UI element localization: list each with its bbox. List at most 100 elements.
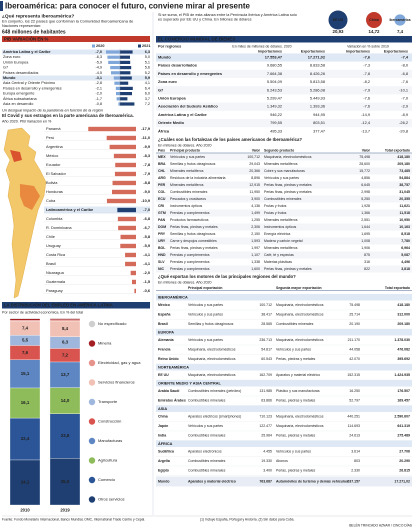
value-label: 7,4 — [397, 29, 404, 34]
table-cell: 5.286,08 — [310, 87, 325, 92]
row-stripe — [156, 153, 412, 161]
bar — [120, 234, 136, 240]
table-cell: 31,045 — [399, 190, 410, 194]
table-cell: 1.349,32 — [267, 104, 282, 109]
row-stripe — [156, 223, 412, 231]
value-label: -5,9 — [95, 60, 102, 64]
bar-segment — [49, 319, 81, 322]
value-label: 4,1 — [145, 81, 150, 85]
row-label: Brasil — [158, 322, 168, 326]
text-line: El Covid y sus estragos en la parte amer… — [2, 113, 134, 118]
table-cell: 2.590.607 — [394, 415, 410, 419]
value-label: -6,8 — [143, 216, 151, 221]
table-cell: Maquinaria, electrodomésticos — [276, 415, 324, 419]
table-cell: Maquinaria, electrodomésticos — [264, 155, 312, 159]
bar — [88, 126, 136, 132]
table-cell: 11,950 — [250, 190, 260, 194]
bar — [114, 171, 136, 177]
category-label: Paraguay — [46, 288, 63, 293]
table-cell: 9.680,55 — [267, 63, 282, 68]
table-cell: Combustibles minerales — [276, 322, 314, 326]
row-label: NIC — [158, 267, 165, 271]
row-label: América Latina y el Caribe — [158, 112, 207, 117]
value-label: 24,1 — [21, 480, 30, 485]
table-cell: 2,551 — [361, 218, 370, 222]
table-cell: Perlas finas, piedras y metales — [264, 183, 312, 187]
bar — [106, 135, 136, 141]
row-stripe — [156, 167, 412, 175]
table-cell: Frutas y frutos — [264, 211, 287, 215]
column-header: País — [158, 148, 165, 152]
table-cell: 20.290 — [399, 459, 410, 463]
value-label: -2,0 — [143, 270, 150, 275]
value-label: -17,9 — [141, 126, 151, 131]
chart-title: LA DISTRIBUCIÓN DEL EMPLEO EN AMÉRICA LA… — [4, 303, 113, 308]
table-cell: 1,008 — [361, 239, 370, 243]
table-cell: Automóviles de turismo y demás vehículos — [276, 479, 348, 483]
bar — [112, 180, 136, 186]
table-cell: 4,496 — [401, 260, 410, 264]
row-label: Zona euro — [158, 79, 177, 84]
category-label: Guatemala — [46, 279, 66, 284]
value-label: -0,8 — [95, 102, 102, 106]
chart-subtitle: Por sector de actividad económica. En % … — [2, 310, 83, 314]
bar — [106, 198, 136, 204]
table-cell: 3,818 — [401, 267, 410, 271]
chart-caption: Un desigual impacto de la pandemia en fu… — [2, 109, 103, 113]
table-cell: -10,1 — [399, 87, 408, 92]
value-label: -10,9 — [141, 198, 151, 203]
row-label: DOM — [158, 225, 166, 229]
table-cell: 25.714 — [349, 313, 360, 317]
table-cell: 17.553,47 — [265, 55, 282, 60]
table-cell: 27.706 — [399, 450, 410, 454]
value-label: 14,72 — [369, 29, 381, 34]
bar — [118, 225, 136, 231]
bar-segment — [49, 361, 81, 388]
table-cell: 822 — [364, 267, 370, 271]
table-title: EL COMERCIO MUNDIAL DE BIENES — [158, 37, 235, 42]
bar-segment — [49, 317, 81, 319]
category-label: Asia en desarrollo — [3, 102, 33, 106]
table-cell: Minerales metalíferos — [264, 246, 298, 250]
category-label: Perú — [46, 135, 54, 140]
value-label: -8,8 — [143, 180, 151, 185]
legend-label: Servicios financieros — [98, 380, 135, 385]
table-cell: 2.330 — [351, 469, 360, 473]
row-label: España — [158, 313, 171, 317]
table-cell: -12,4 — [361, 120, 371, 125]
table-cell: 152.315 — [347, 373, 360, 377]
value-label: 6,4 — [145, 86, 150, 90]
table-cell: Aparatos electrónicos — [188, 450, 222, 454]
table-cell: Combustibles minerales — [188, 434, 226, 438]
table-cell: 3.400 — [263, 469, 272, 473]
row-label: México — [158, 303, 170, 307]
table-cell: 17.271,02 — [308, 55, 326, 60]
table-cell: Instrumentos ópticos — [264, 225, 297, 229]
legend-icon — [88, 457, 96, 464]
category-label: Cuba — [46, 198, 56, 203]
row-label: CRI — [158, 204, 164, 208]
table-cell: Perlas, piedras y metales — [276, 399, 316, 403]
table-cell: 1,600 — [251, 267, 260, 271]
table-cell: Perlas finas, piedras y metales — [170, 225, 218, 229]
bar — [111, 71, 120, 75]
value-label: -2,0 — [95, 92, 102, 96]
table-cell: 100.712 — [259, 303, 272, 307]
row-label: G7 — [158, 87, 163, 92]
bar — [130, 270, 136, 276]
bar — [125, 252, 136, 258]
table-cell: 236.713 — [259, 338, 272, 342]
row-stripe — [156, 119, 412, 128]
bar — [120, 86, 133, 90]
header-band — [2, 302, 150, 309]
table-cell: Vehículos y sus partes — [264, 176, 299, 180]
category-label: R. Dominicana — [46, 225, 72, 230]
table-cell: Aparatos y material eléctrico — [188, 479, 236, 483]
row-stripe — [156, 251, 412, 259]
value-label: -6,3 — [95, 55, 102, 59]
chart-title: PIB VARIACIÓN EN % — [4, 36, 49, 41]
bar-segment — [9, 317, 41, 319]
table-cell: 100,712 — [247, 155, 260, 159]
table-cell: 440.251 — [347, 415, 360, 419]
value-label: 8,4 — [62, 326, 69, 331]
